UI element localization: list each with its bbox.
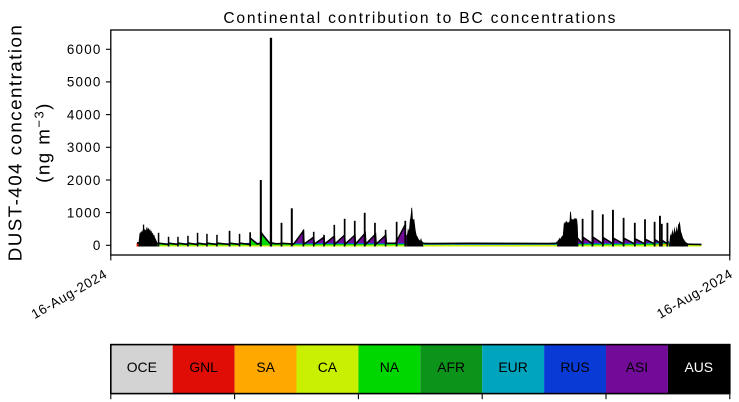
svg-text:OCE: OCE bbox=[127, 359, 157, 375]
svg-text:2000: 2000 bbox=[67, 173, 102, 188]
svg-text:6000: 6000 bbox=[67, 42, 102, 57]
svg-text:NA: NA bbox=[380, 359, 400, 375]
svg-text:0: 0 bbox=[93, 238, 102, 253]
svg-text:EUR: EUR bbox=[498, 359, 527, 375]
svg-text:ASI: ASI bbox=[626, 359, 648, 375]
svg-text:4000: 4000 bbox=[67, 107, 102, 122]
svg-text:RUS: RUS bbox=[560, 359, 589, 375]
svg-text:AFR: AFR bbox=[437, 359, 465, 375]
svg-text:1000: 1000 bbox=[67, 205, 102, 220]
svg-text:SA: SA bbox=[256, 359, 275, 375]
svg-text:DUST-404 concentration: DUST-404 concentration bbox=[5, 24, 26, 262]
svg-text:3000: 3000 bbox=[67, 140, 102, 155]
svg-text:5000: 5000 bbox=[67, 75, 102, 90]
svg-text:AUS: AUS bbox=[685, 359, 714, 375]
svg-text:GNL: GNL bbox=[189, 359, 218, 375]
svg-text:Continental contribution to BC: Continental contribution to BC concentra… bbox=[223, 10, 617, 27]
svg-text:CA: CA bbox=[318, 359, 338, 375]
